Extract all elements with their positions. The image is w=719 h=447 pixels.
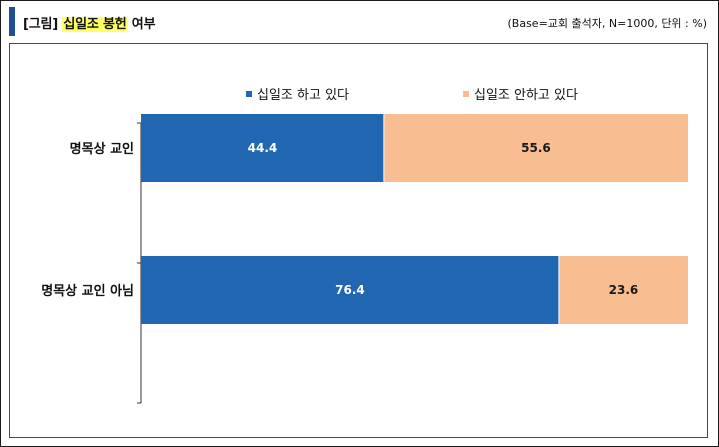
bar-2-series-2 [558, 256, 688, 324]
stacked-bar-chart: 십일조 하고 있다 십일조 안하고 있다 44.4 55.6 명목상 교인 76.4 23.… [41, 88, 688, 404]
title-bracket: [그림] [23, 17, 59, 32]
header-accent-bar [9, 7, 15, 36]
title-suffix: 여부 [127, 17, 156, 32]
data-label-2-series-1: 76.4 [335, 283, 365, 297]
figure-title: [그림] 십일조 봉헌 여부 [23, 13, 156, 32]
legend-swatch-1 [246, 91, 252, 97]
bar-1-series-1 [141, 114, 384, 182]
data-label-1-series-2: 55.6 [521, 141, 551, 155]
title-highlight: 십일조 봉헌 [62, 17, 128, 32]
legend-swatch-2 [463, 91, 469, 97]
legend-label-1: 십일조 하고 있다 [257, 88, 349, 103]
figure-header: [그림] 십일조 봉헌 여부 (Base=교회 출석자, N=1000, 단위 … [2, 2, 717, 40]
chart-area: 십일조 하고 있다 십일조 안하고 있다 44.4 55.6 명목상 교인 76.4 23.… [9, 43, 708, 438]
data-label-1-series-1: 44.4 [248, 141, 278, 155]
category-label-2: 명목상 교인 아님 [41, 283, 134, 299]
category-label-1: 명목상 교인 [70, 141, 134, 157]
data-label-2-series-2: 23.6 [609, 283, 639, 297]
bar-1-series-2 [383, 114, 688, 182]
legend-label-2: 십일조 안하고 있다 [474, 88, 578, 103]
bar-2-series-1 [141, 256, 559, 324]
base-note: (Base=교회 출석자, N=1000, 단위 : %) [507, 17, 708, 30]
